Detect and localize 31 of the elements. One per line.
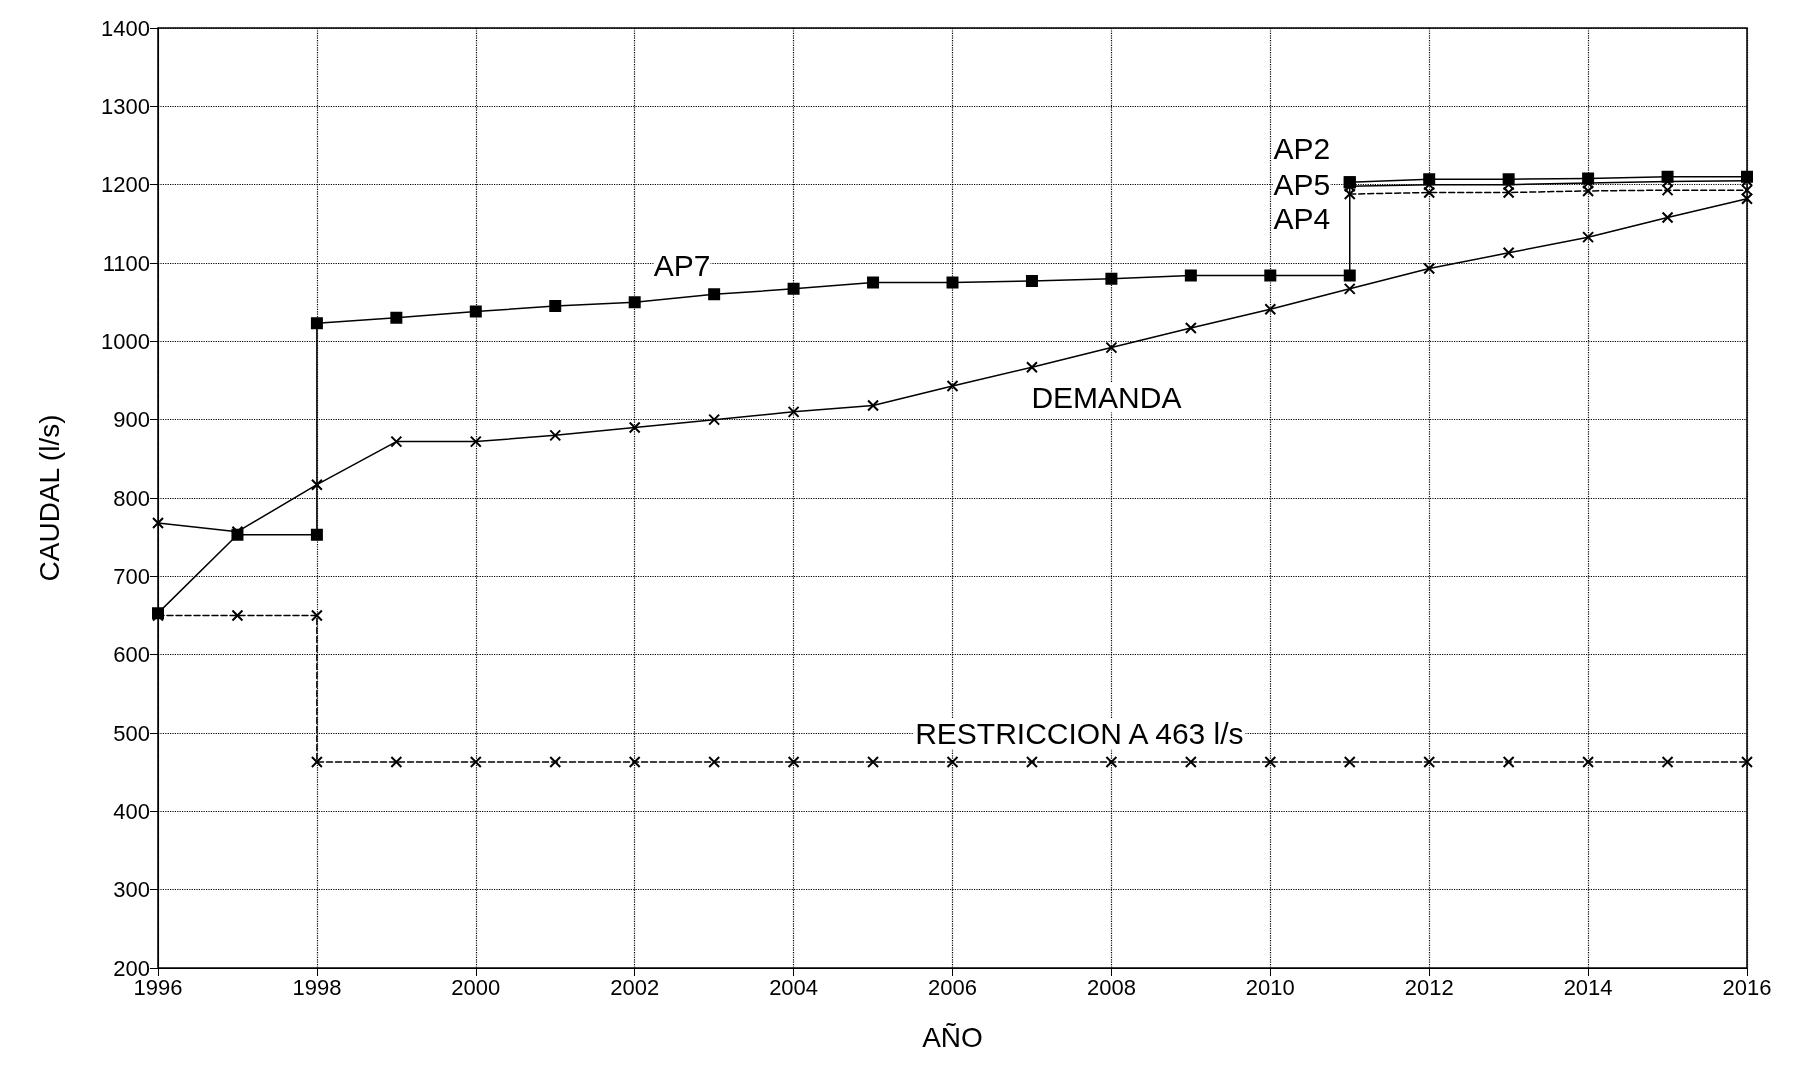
y-tick-label: 1100	[102, 250, 150, 276]
y-tick-label: 600	[113, 642, 150, 668]
x-tick-label: 2016	[1722, 974, 1772, 1000]
x-tick-label: 2000	[451, 974, 501, 1000]
x-tick-label: 2010	[1245, 974, 1295, 1000]
x-tick-label: 2004	[769, 974, 819, 1000]
series-label: DEMANDA	[1031, 381, 1182, 415]
x-tick-label: 2008	[1086, 974, 1136, 1000]
y-tick-label: 800	[113, 485, 150, 511]
series-label: AP2	[1273, 131, 1331, 165]
y-tick-label: 1400	[101, 15, 150, 41]
y-tick-label: 700	[113, 563, 150, 589]
y-tick-label: 900	[113, 407, 150, 433]
y-tick-label: 1200	[101, 172, 150, 198]
y-tick-label: 400	[113, 798, 150, 824]
series-label: AP4	[1273, 201, 1331, 235]
y-tick-label: 1000	[101, 328, 150, 354]
y-tick-label: 300	[113, 877, 150, 903]
series-label: AP7	[653, 248, 711, 282]
series-label: AP5	[1273, 167, 1331, 201]
y-tick-label: 1300	[101, 93, 150, 119]
series-label: RESTRICCION A 463 l/s	[915, 717, 1244, 751]
x-axis-title: AÑO	[922, 1021, 983, 1053]
x-tick-label: 2012	[1404, 974, 1454, 1000]
x-tick-label: 2002	[610, 974, 660, 1000]
x-tick-label: 2014	[1563, 974, 1613, 1000]
y-tick-label: 200	[113, 955, 150, 981]
y-tick-label: 500	[113, 720, 150, 746]
x-tick-label: 1998	[292, 974, 342, 1000]
y-axis-title: CAUDAL (l/s)	[33, 414, 65, 582]
x-tick-label: 2006	[928, 974, 977, 1000]
